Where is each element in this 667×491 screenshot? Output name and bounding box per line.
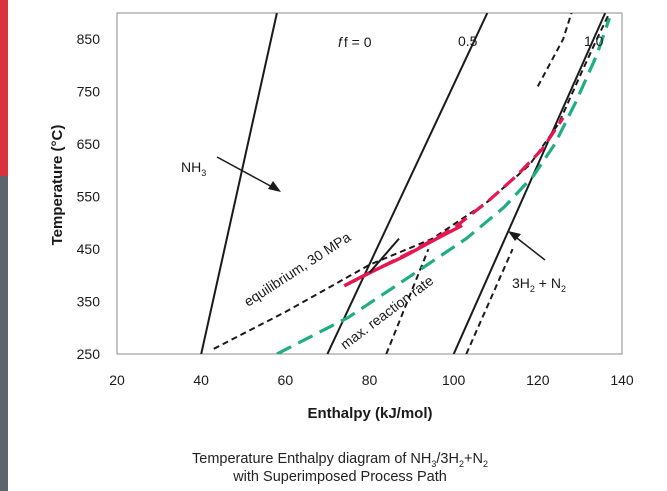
y-axis-label: Temperature (°C)	[49, 125, 66, 246]
y-tick-label: 650	[77, 136, 101, 152]
series-line-1	[200, 13, 278, 354]
x-tick-label: 60	[278, 372, 294, 388]
nh3-arrow-head	[268, 181, 281, 192]
figure-caption-line-1: Temperature Enthalpy diagram of NH3/3H2+…	[192, 451, 488, 469]
y-tick-label: 750	[77, 84, 101, 100]
x-tick-label: 80	[362, 372, 378, 388]
y-tick-label: 850	[77, 31, 101, 47]
y-tick-label: 350	[77, 294, 101, 310]
figure-caption-line-2: with Superimposed Process Path	[233, 469, 447, 485]
x-tick-label: 20	[109, 372, 125, 388]
plot-area	[116, 12, 623, 355]
slide-accent-bar-red	[0, 0, 8, 176]
x-tick-label: 100	[442, 372, 466, 388]
series-line-10	[343, 223, 463, 288]
y-tick-label: 550	[77, 189, 101, 205]
nh3-arrow-shaft	[216, 156, 277, 190]
series-line-2	[326, 13, 489, 354]
h2-n2-label: 3H2 + N2	[512, 275, 566, 294]
x-axis-label: Enthalpy (kJ/mol)	[307, 405, 432, 422]
x-tick-label: 40	[193, 372, 209, 388]
series-line-7	[213, 13, 611, 350]
y-tick-label: 450	[77, 241, 101, 257]
nh3-label: NH3	[181, 159, 206, 178]
h2n2-arrow-head	[508, 231, 521, 241]
x-tick-label: 140	[610, 372, 634, 388]
series-line-6	[536, 13, 573, 87]
h2n2-arrow-shaft	[512, 234, 546, 261]
series-line-9	[276, 17, 611, 354]
series-line-4	[385, 248, 430, 354]
series-line-5	[465, 248, 514, 354]
f05-label: 0.5	[458, 33, 478, 49]
y-tick-label: 250	[77, 346, 101, 362]
x-tick-label: 120	[526, 372, 550, 388]
series-line-3	[452, 13, 607, 354]
f10-label: 1.0	[584, 33, 604, 49]
slide-accent-bar-grey	[0, 176, 8, 491]
series-line-11	[368, 237, 400, 274]
